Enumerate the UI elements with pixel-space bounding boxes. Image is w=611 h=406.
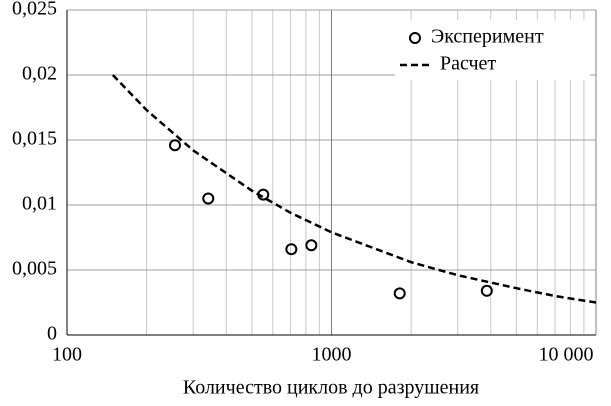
data-point bbox=[168, 139, 181, 152]
legend-label: Эксперимент bbox=[431, 26, 544, 48]
x-tick-label: 10 000 bbox=[539, 344, 594, 366]
legend-label: Расчет bbox=[440, 53, 496, 75]
x-tick-label: 100 bbox=[52, 344, 82, 366]
data-point bbox=[202, 192, 215, 205]
y-tick-label: 0,015 bbox=[12, 128, 57, 150]
fit-line bbox=[111, 74, 597, 304]
y-tick-label: 0,02 bbox=[22, 63, 57, 85]
x-axis-label: Количество циклов до разрушения bbox=[183, 377, 479, 399]
y-tick-label: 0,025 bbox=[12, 0, 57, 20]
y-tick-label: 0,01 bbox=[22, 193, 57, 215]
data-point bbox=[393, 287, 406, 300]
legend-marker bbox=[409, 32, 421, 44]
legend-box bbox=[395, 20, 590, 80]
x-tick-label: 1000 bbox=[312, 344, 352, 366]
y-tick-label: 0 bbox=[47, 323, 57, 345]
data-point bbox=[480, 284, 493, 297]
y-tick-label: 0,005 bbox=[12, 258, 57, 280]
data-point bbox=[305, 239, 318, 252]
data-point bbox=[285, 243, 298, 256]
